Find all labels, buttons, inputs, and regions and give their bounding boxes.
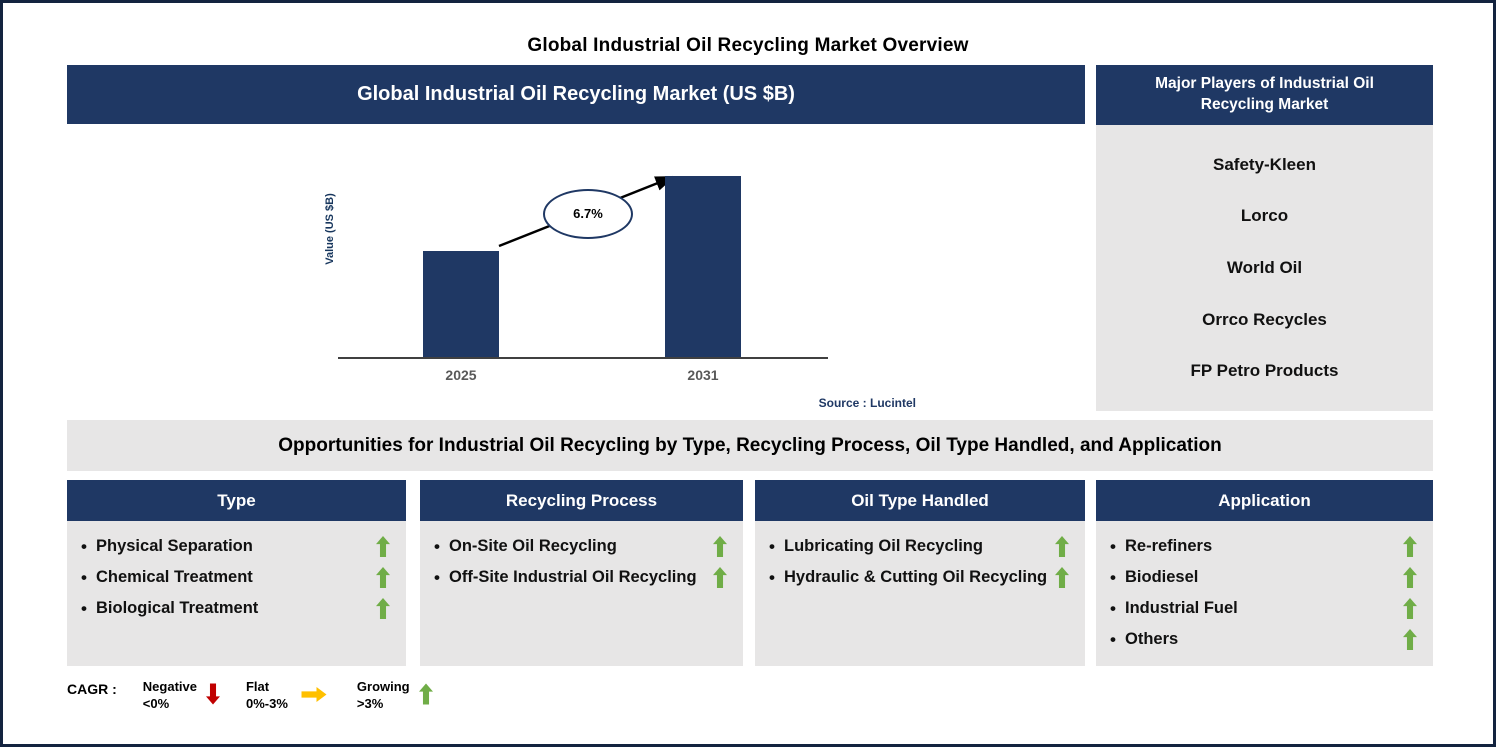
cagr-legend-label: CAGR : [67, 681, 117, 697]
opportunity-item-label: Others [1125, 630, 1179, 648]
column-body: • Physical Separation • Chemical Treatme… [67, 521, 406, 666]
bullet: • [769, 537, 775, 556]
opportunity-item-label: Physical Separation [96, 537, 253, 555]
bar-chart: Value (US $B) 2025 2031 6.7% Source : Lu… [67, 124, 1085, 416]
legend-item-text: Flat 0%-3% [246, 679, 288, 713]
opportunity-item-label: Lubricating Oil Recycling [784, 537, 983, 555]
growing-arrow-icon [1403, 567, 1417, 588]
legend-item-name: Negative [142, 679, 197, 694]
growing-arrow-icon [1403, 629, 1417, 650]
opportunity-item-label: Off-Site Industrial Oil Recycling [449, 568, 697, 586]
opportunity-column-recycling-process: Recycling Process • On-Site Oil Recyclin… [420, 480, 743, 666]
legend-item-range: <0% [142, 695, 170, 711]
negative-arrow-icon [205, 683, 220, 705]
cagr-legend: CAGR : Negative <0% Flat 0%-3% Growing >… [67, 679, 433, 713]
opportunities-band-title: Opportunities for Industrial Oil Recycli… [67, 420, 1433, 471]
opportunity-item-label: Hydraulic & Cutting Oil Recycling [784, 568, 1048, 586]
player-item: Orrco Recycles [1202, 309, 1327, 329]
legend-item-flat: Flat 0%-3% [246, 679, 331, 713]
opportunity-column-type: Type • Physical Separation • Chemical Tr… [67, 480, 406, 666]
y-axis-label: Value (US $B) [324, 193, 336, 265]
bullet: • [1110, 537, 1116, 556]
growing-arrow-icon [376, 598, 390, 619]
opportunity-item: • Off-Site Industrial Oil Recycling [434, 562, 729, 593]
growing-arrow-icon [376, 536, 390, 557]
source-note: Source : Lucintel [818, 396, 916, 410]
bullet: • [81, 599, 87, 618]
opportunity-column-application: Application • Re-refiners • Biodiesel • … [1096, 480, 1433, 666]
cagr-badge: 6.7% [543, 188, 633, 239]
x-tick-label: 2031 [687, 367, 719, 383]
opportunity-item-label: Biological Treatment [96, 599, 259, 617]
growing-arrow-icon [1055, 567, 1069, 588]
column-header: Type [67, 480, 406, 521]
opportunity-item: • Hydraulic & Cutting Oil Recycling [769, 562, 1071, 593]
opportunity-item: • Chemical Treatment [81, 562, 392, 593]
bullet: • [1110, 568, 1116, 587]
bullet: • [81, 568, 87, 587]
major-players-panel: Major Players of Industrial Oil Recyclin… [1096, 65, 1433, 411]
major-players-header: Major Players of Industrial Oil Recyclin… [1096, 65, 1433, 125]
legend-item-name: Flat [245, 679, 270, 694]
legend-item-growing: Growing >3% [357, 679, 433, 713]
chart-bar-2031 [665, 176, 741, 359]
legend-item-text: Negative <0% [143, 679, 197, 713]
legend-item-range: 0%-3% [245, 695, 288, 711]
x-tick-label: 2025 [445, 367, 477, 383]
cagr-trend-arrow [498, 175, 676, 248]
legend-item-name: Growing [356, 679, 410, 694]
growing-arrow-icon [1403, 598, 1417, 619]
opportunity-item: • Industrial Fuel [1110, 593, 1419, 624]
opportunity-item: • On-Site Oil Recycling [434, 531, 729, 562]
growing-arrow-icon [1055, 536, 1069, 557]
player-item: Safety-Kleen [1213, 154, 1316, 174]
opportunity-item-label: Biodiesel [1125, 568, 1199, 586]
opportunity-item-label: On-Site Oil Recycling [449, 537, 617, 555]
bullet: • [81, 537, 87, 556]
x-axis-baseline [338, 357, 828, 359]
growing-arrow-icon [1403, 536, 1417, 557]
opportunity-item: • Biological Treatment [81, 593, 392, 624]
opportunity-item: • Physical Separation [81, 531, 392, 562]
player-item: FP Petro Products [1190, 361, 1339, 381]
column-header: Application [1096, 480, 1433, 521]
bullet: • [1110, 630, 1116, 649]
bullet: • [434, 537, 440, 556]
bullet: • [1110, 599, 1116, 618]
opportunity-item: • Biodiesel [1110, 562, 1419, 593]
opportunity-item: • Others [1110, 624, 1419, 655]
chart-bar-2025 [423, 251, 499, 359]
player-item: Lorco [1240, 206, 1289, 226]
column-body: • On-Site Oil Recycling • Off-Site Indus… [420, 521, 743, 666]
growing-arrow-icon [713, 567, 727, 588]
opportunity-item-label: Chemical Treatment [96, 568, 253, 586]
bullet: • [769, 568, 775, 587]
major-players-list: Safety-Kleen Lorco World Oil Orrco Recyc… [1096, 125, 1433, 411]
page-title: Global Industrial Oil Recycling Market O… [527, 35, 969, 56]
opportunity-column-oil-type: Oil Type Handled • Lubricating Oil Recyc… [755, 480, 1085, 666]
growing-arrow-icon [376, 567, 390, 588]
player-item: World Oil [1226, 257, 1303, 277]
flat-arrow-icon [301, 687, 327, 702]
opportunity-item-label: Industrial Fuel [1125, 599, 1238, 617]
column-body: • Lubricating Oil Recycling • Hydraulic … [755, 521, 1085, 666]
legend-item-text: Growing >3% [357, 679, 410, 713]
column-body: • Re-refiners • Biodiesel • Industrial F… [1096, 521, 1433, 666]
growing-arrow-icon [418, 683, 433, 705]
chart-title-bar: Global Industrial Oil Recycling Market (… [67, 65, 1085, 124]
bullet: • [434, 568, 440, 587]
opportunity-item-label: Re-refiners [1125, 537, 1213, 555]
opportunity-item: • Re-refiners [1110, 531, 1419, 562]
opportunity-item: • Lubricating Oil Recycling [769, 531, 1071, 562]
legend-item-range: >3% [356, 695, 384, 711]
column-header: Recycling Process [420, 480, 743, 521]
column-header: Oil Type Handled [755, 480, 1085, 521]
legend-item-negative: Negative <0% [143, 679, 220, 713]
growing-arrow-icon [713, 536, 727, 557]
